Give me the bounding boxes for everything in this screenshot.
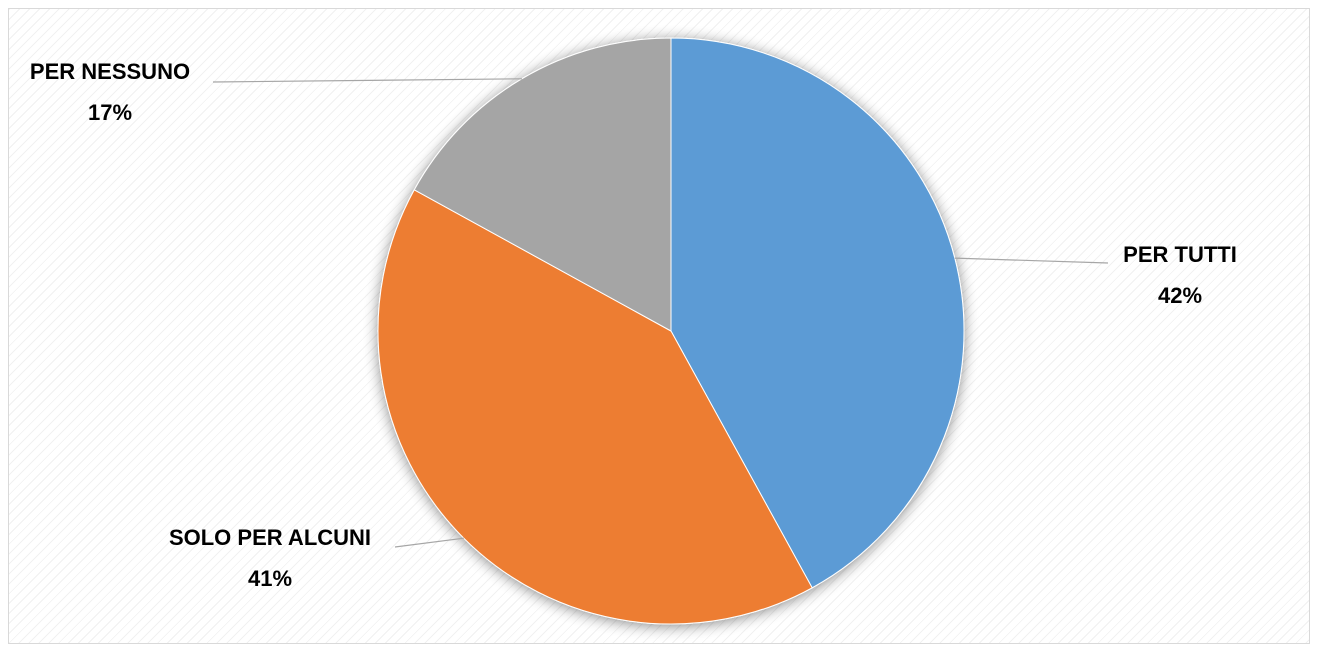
- leader-line: [212, 78, 522, 83]
- slice-percent-label: 41%: [248, 566, 292, 591]
- pie-data-labels: PER TUTTI 42% SOLO PER ALCUNI 41% PER NESSUN…: [30, 59, 1237, 591]
- pie-slices: [377, 37, 965, 625]
- slice-percent-label: 17%: [88, 100, 132, 125]
- slice-category-label: SOLO PER ALCUNI: [169, 525, 371, 550]
- slice-percent-label: 42%: [1158, 283, 1202, 308]
- slice-category-label: PER TUTTI: [1123, 242, 1237, 267]
- pie-slice-solo-per-alcuni: [377, 189, 813, 625]
- leader-line: [954, 257, 1109, 264]
- leader-line: [394, 537, 464, 548]
- pie-slice-per-tutti: [670, 37, 965, 589]
- slice-category-label: PER NESSUNO: [30, 59, 190, 84]
